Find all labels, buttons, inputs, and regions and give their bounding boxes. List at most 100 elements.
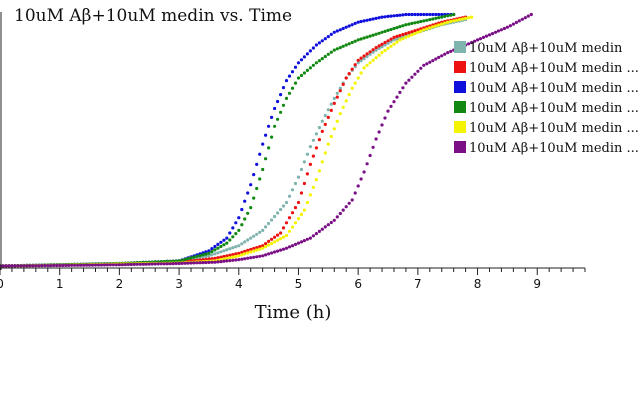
data-point: [413, 29, 417, 33]
data-point: [526, 14, 530, 18]
data-point: [207, 251, 211, 255]
data-point: [129, 262, 133, 267]
data-point: [293, 81, 298, 85]
data-point: [255, 248, 259, 252]
data-point: [183, 257, 187, 261]
data-point: [326, 142, 330, 146]
data-point: [365, 63, 369, 67]
data-point: [359, 59, 363, 63]
data-point: [267, 221, 271, 226]
data-point: [284, 246, 289, 250]
data-point: [371, 48, 375, 52]
data-point: [434, 16, 438, 20]
data-point: [228, 231, 232, 235]
data-point: [329, 220, 333, 225]
data-point: [523, 16, 527, 20]
data-point: [502, 26, 506, 31]
data-point: [270, 241, 274, 246]
data-point: [365, 52, 369, 56]
x-axis: 0 1 2 3 4 5 6 7 8 9: [0, 12, 586, 291]
data-point: [353, 63, 357, 67]
data-point: [281, 226, 286, 230]
data-point: [389, 40, 393, 44]
data-point: [267, 146, 271, 150]
data-point: [467, 16, 471, 20]
data-point: [255, 246, 259, 250]
data-point: [207, 260, 211, 264]
data-point: [350, 40, 354, 45]
data-point: [120, 263, 124, 267]
data-point: [404, 81, 408, 85]
data-point: [249, 206, 253, 210]
data-point: [323, 122, 327, 126]
data-point: [425, 62, 429, 66]
data-point: [356, 58, 360, 62]
data-point: [434, 24, 438, 28]
data-point: [240, 223, 244, 227]
data-point: [332, 48, 336, 52]
data-point: [240, 207, 244, 212]
data-point: [338, 112, 342, 116]
data-point: [374, 16, 378, 20]
data-point: [308, 49, 312, 53]
data-point: [222, 249, 226, 253]
data-point: [386, 109, 390, 113]
data-point: [85, 263, 89, 267]
data-point: [395, 26, 399, 30]
data-point: [341, 82, 345, 86]
data-point: [392, 100, 396, 104]
data-point: [410, 75, 414, 79]
data-point: [252, 249, 256, 253]
data-point: [398, 25, 402, 29]
data-point: [264, 242, 268, 246]
data-point: [371, 17, 375, 21]
data-point: [246, 256, 250, 260]
data-point: [422, 63, 426, 67]
data-point: [476, 38, 480, 42]
data-point: [234, 221, 238, 225]
data-point: [407, 78, 411, 82]
data-point: [404, 12, 408, 17]
x-tick-label: 1: [56, 277, 64, 291]
data-point: [520, 17, 524, 21]
data-point: [225, 241, 229, 245]
data-point: [284, 96, 289, 100]
data-point: [141, 262, 145, 266]
data-point: [281, 103, 286, 107]
data-point: [320, 39, 324, 43]
data-point: [279, 237, 283, 241]
data-point: [261, 254, 265, 258]
data-point: [320, 129, 324, 133]
data-point: [105, 263, 109, 267]
series-3: [0, 12, 456, 268]
data-point: [189, 261, 193, 265]
data-point: [55, 263, 59, 268]
data-point: [287, 229, 292, 233]
data-point: [344, 76, 348, 80]
data-point: [392, 26, 396, 31]
data-point: [305, 52, 309, 56]
data-point: [377, 53, 381, 57]
data-point: [311, 63, 315, 67]
data-point: [296, 76, 301, 80]
data-point: [279, 93, 283, 97]
data-point: [356, 20, 360, 24]
data-point: [392, 38, 396, 42]
data-point: [314, 232, 318, 236]
data-point: [261, 167, 265, 172]
data-point: [377, 31, 381, 35]
data-point: [455, 18, 459, 22]
data-point: [293, 65, 298, 69]
data-point: [305, 152, 309, 156]
data-point: [410, 33, 414, 37]
data-point: [132, 262, 136, 266]
data-point: [392, 14, 396, 18]
x-tick-label: 7: [414, 277, 422, 291]
data-point: [353, 81, 357, 85]
x-axis-label: Time (h): [255, 302, 332, 323]
data-point: [258, 245, 262, 249]
data-point: [126, 262, 130, 267]
data-point: [281, 86, 286, 90]
data-point: [449, 19, 453, 24]
data-point: [216, 246, 220, 250]
